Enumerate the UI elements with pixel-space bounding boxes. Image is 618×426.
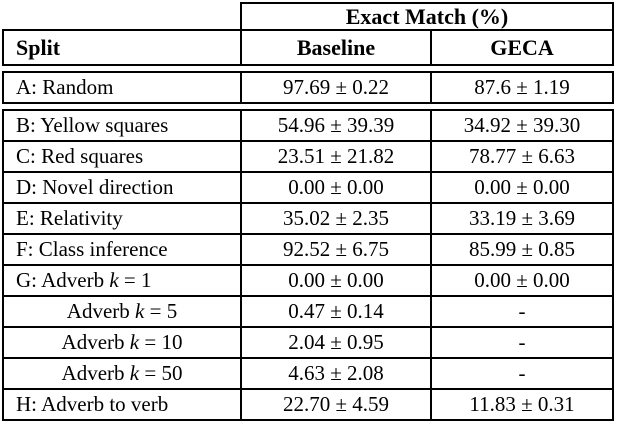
split-cell: G: Adverb k = 1: [2, 264, 242, 297]
table-row: H: Adverb to verb 22.70 ± 4.59 11.83 ± 0…: [2, 388, 615, 421]
group-header: Exact Match (%): [239, 2, 615, 31]
split-label-suffix: = 1: [118, 268, 152, 292]
split-label-suffix: = 10: [139, 330, 183, 354]
split-label: H: Adverb to verb: [16, 392, 169, 416]
baseline-cell: 22.70 ± 4.59: [240, 388, 432, 421]
split-cell: H: Adverb to verb: [2, 388, 242, 421]
baseline-cell: 92.52 ± 6.75: [240, 233, 432, 266]
table-row: D: Novel direction 0.00 ± 0.00 0.00 ± 0.…: [2, 171, 615, 204]
table-row: C: Red squares 23.51 ± 21.82 78.77 ± 6.6…: [2, 140, 615, 173]
split-cell: Adverb k = 10: [2, 326, 242, 359]
baseline-cell: 23.51 ± 21.82: [240, 140, 432, 173]
split-cell: E: Relativity: [2, 202, 242, 235]
math-k: k: [109, 268, 119, 292]
baseline-cell: 4.63 ± 2.08: [240, 357, 432, 390]
split-label-suffix: = 50: [139, 361, 183, 385]
table-row: Adverb k = 5 0.47 ± 0.14 -: [2, 295, 615, 328]
table-row: G: Adverb k = 1 0.00 ± 0.00 0.00 ± 0.00: [2, 264, 615, 297]
baseline-cell: 2.04 ± 0.95: [240, 326, 432, 359]
split-label: G: Adverb: [16, 268, 110, 292]
split-label: C: Red squares: [16, 144, 144, 168]
corner-cell: [3, 3, 241, 31]
split-cell: Adverb k = 5: [2, 295, 242, 328]
split-label-suffix: = 5: [144, 299, 178, 323]
math-k: k: [129, 361, 140, 385]
split-label: F: Class inference: [16, 237, 168, 261]
column-header-row: Split Baseline GECA: [2, 29, 615, 66]
split-label: A: Random: [16, 75, 114, 99]
split-cell: D: Novel direction: [2, 171, 242, 204]
baseline-cell: 0.47 ± 0.14: [240, 295, 432, 328]
geca-cell: 87.6 ± 1.19: [429, 71, 615, 104]
table-row: B: Yellow squares 54.96 ± 39.39 34.92 ± …: [2, 109, 615, 142]
results-table: Exact Match (%) Split Baseline GECA A: R…: [2, 2, 615, 421]
split-label: B: Yellow squares: [16, 113, 169, 137]
math-k: k: [135, 299, 145, 323]
double-rule-gap: [3, 65, 613, 72]
split-cell: Adverb k = 50: [2, 357, 242, 390]
geca-cell: 33.19 ± 3.69: [429, 202, 615, 235]
group-header-row: Exact Match (%): [3, 2, 615, 31]
double-rule-gap: [3, 103, 613, 110]
geca-cell: 0.00 ± 0.00: [429, 264, 615, 297]
split-label: E: Relativity: [16, 206, 123, 230]
split-cell: B: Yellow squares: [2, 109, 242, 142]
table-row: E: Relativity 35.02 ± 2.35 33.19 ± 3.69: [2, 202, 615, 235]
geca-cell: 0.00 ± 0.00: [429, 171, 615, 204]
split-label: Adverb: [66, 299, 136, 323]
baseline-cell: 97.69 ± 0.22: [240, 71, 432, 104]
split-cell: C: Red squares: [2, 140, 242, 173]
baseline-cell: 35.02 ± 2.35: [240, 202, 432, 235]
geca-cell: 11.83 ± 0.31: [429, 388, 615, 421]
split-cell: A: Random: [2, 71, 242, 104]
column-header-baseline: Baseline: [240, 29, 432, 66]
double-rule-spacer: [3, 103, 613, 110]
baseline-cell: 0.00 ± 0.00: [240, 264, 432, 297]
table-row: F: Class inference 92.52 ± 6.75 85.99 ± …: [2, 233, 615, 266]
baseline-cell: 0.00 ± 0.00: [240, 171, 432, 204]
split-label: D: Novel direction: [16, 175, 174, 199]
math-k: k: [129, 330, 140, 354]
table-row: Adverb k = 50 4.63 ± 2.08 -: [2, 357, 615, 390]
geca-cell: 78.77 ± 6.63: [429, 140, 615, 173]
split-cell: F: Class inference: [2, 233, 242, 266]
split-label: Adverb: [61, 361, 130, 385]
table-row: Adverb k = 10 2.04 ± 0.95 -: [2, 326, 615, 359]
double-rule-spacer: [3, 65, 613, 72]
baseline-cell: 54.96 ± 39.39: [240, 109, 432, 142]
geca-cell: -: [429, 357, 615, 390]
geca-cell: -: [429, 295, 615, 328]
column-header-geca: GECA: [429, 29, 615, 66]
table-row: A: Random 97.69 ± 0.22 87.6 ± 1.19: [2, 71, 615, 104]
geca-cell: -: [429, 326, 615, 359]
column-header-split: Split: [2, 29, 242, 66]
geca-cell: 85.99 ± 0.85: [429, 233, 615, 266]
geca-cell: 34.92 ± 39.30: [429, 109, 615, 142]
split-label: Adverb: [61, 330, 130, 354]
